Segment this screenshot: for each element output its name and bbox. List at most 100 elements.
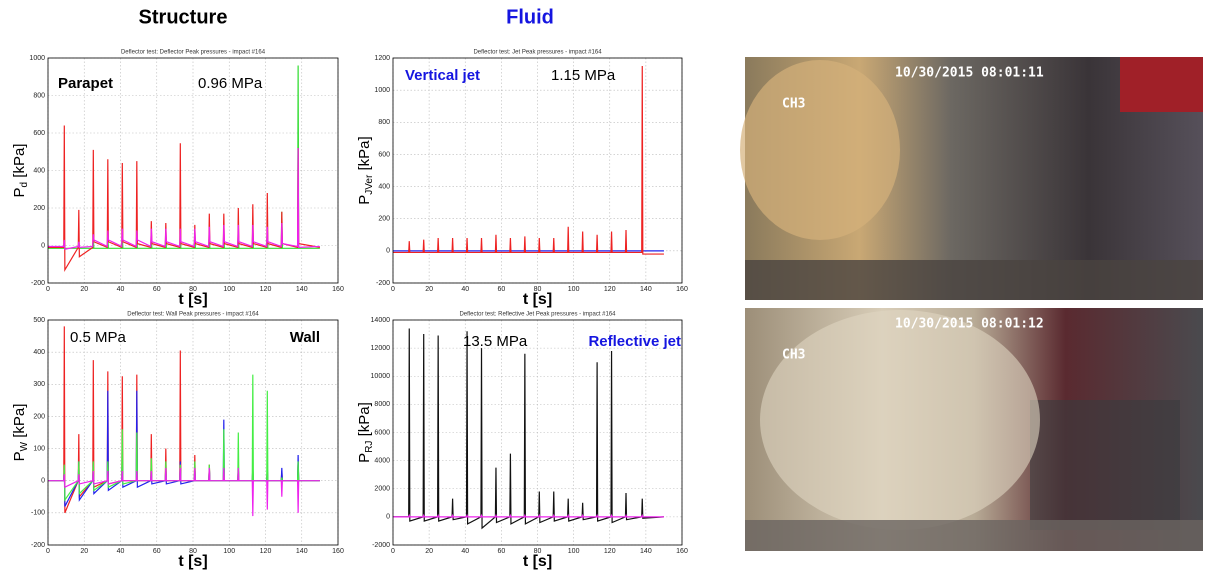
- photo: 10/30/2015 08:01:12 CH3: [745, 308, 1203, 551]
- y-tick-label: 800: [33, 92, 45, 99]
- plot-frame: [47, 319, 339, 546]
- x-tick-label: 160: [332, 286, 344, 293]
- x-tick-label: 120: [604, 548, 616, 555]
- x-tick-label: 40: [461, 548, 469, 555]
- y-axis-label-main: P: [356, 195, 373, 205]
- y-tick-label: 200: [33, 413, 45, 420]
- data-line: [393, 513, 664, 518]
- x-tick-label: 100: [568, 286, 580, 293]
- y-tick-label: 0: [386, 514, 390, 521]
- x-tick-label: 160: [676, 286, 688, 293]
- x-tick-label: 80: [534, 286, 542, 293]
- x-tick-label: 140: [640, 548, 652, 555]
- annotation: Vertical jet: [405, 67, 480, 84]
- x-tick-label: 40: [461, 286, 469, 293]
- y-axis-label-sub: RJ: [364, 441, 375, 453]
- y-tick-label: 0: [41, 242, 45, 249]
- x-axis-label: t [s]: [178, 553, 207, 570]
- x-tick-label: 20: [425, 286, 433, 293]
- x-tick-label: 60: [153, 286, 161, 293]
- photo-channel: CH3: [782, 348, 805, 363]
- x-tick-label: 0: [391, 286, 395, 293]
- x-tick-label: 60: [497, 286, 505, 293]
- y-tick-label: -200: [31, 542, 45, 549]
- y-axis-label: PJVer [kPa]: [356, 136, 375, 204]
- x-axis-label: t [s]: [523, 291, 552, 308]
- annotation: 0.5 MPa: [70, 329, 127, 346]
- y-axis-label: PW [kPa]: [11, 404, 30, 462]
- y-tick-label: 400: [33, 349, 45, 356]
- x-tick-label: 80: [534, 548, 542, 555]
- x-axis-label: t [s]: [523, 553, 552, 570]
- x-tick-label: 100: [223, 548, 235, 555]
- y-tick-label: -2000: [372, 542, 390, 549]
- x-tick-label: 0: [46, 286, 50, 293]
- y-tick-label: 2000: [374, 486, 390, 493]
- y-tick-label: 1000: [29, 55, 45, 62]
- annotation: 0.96 MPa: [198, 75, 263, 92]
- x-tick-label: 120: [260, 548, 272, 555]
- x-tick-label: 160: [676, 548, 688, 555]
- x-tick-label: 0: [391, 548, 395, 555]
- annotation: Parapet: [58, 75, 113, 92]
- y-tick-label: 6000: [374, 429, 390, 436]
- y-tick-label: 10000: [371, 373, 391, 380]
- x-tick-label: 20: [80, 548, 88, 555]
- y-tick-label: 1000: [374, 87, 390, 94]
- x-tick-label: 20: [425, 548, 433, 555]
- x-tick-label: 140: [296, 286, 308, 293]
- x-tick-label: 100: [223, 286, 235, 293]
- data-line: [393, 328, 664, 530]
- y-axis-label-sub: d: [19, 182, 30, 188]
- x-tick-label: 80: [189, 286, 197, 293]
- annotation: 1.15 MPa: [551, 67, 616, 84]
- y-tick-label: 200: [378, 216, 390, 223]
- data-line: [48, 147, 320, 250]
- plot-frame: [392, 57, 683, 284]
- y-tick-label: 200: [33, 205, 45, 212]
- data-line: [48, 467, 320, 517]
- x-tick-label: 60: [153, 548, 161, 555]
- x-axis-label: t [s]: [178, 291, 207, 308]
- x-tick-label: 140: [640, 286, 652, 293]
- y-tick-label: 600: [33, 130, 45, 137]
- y-axis-label-sub: W: [19, 441, 30, 451]
- plot-frame: [47, 57, 339, 284]
- y-axis-label: PRJ [kPa]: [356, 402, 375, 463]
- photo-channel: CH3: [782, 97, 805, 112]
- x-tick-label: 140: [296, 548, 308, 555]
- x-tick-label: 20: [80, 286, 88, 293]
- y-tick-label: 300: [33, 381, 45, 388]
- x-tick-label: 80: [189, 548, 197, 555]
- x-tick-label: 120: [260, 286, 272, 293]
- y-tick-label: 8000: [374, 401, 390, 408]
- photo-timestamp: 10/30/2015 08:01:12: [895, 317, 1044, 332]
- annotation: 13.5 MPa: [463, 333, 528, 350]
- y-tick-label: 400: [33, 167, 45, 174]
- x-tick-label: 40: [117, 548, 125, 555]
- photo-timestamp: 10/30/2015 08:01:11: [895, 66, 1044, 81]
- y-tick-label: 600: [378, 151, 390, 158]
- y-tick-label: 4000: [374, 457, 390, 464]
- y-axis-label-sub: JVer: [364, 174, 375, 195]
- chart-title: Deflector test: Reflective Jet Peak pres…: [459, 312, 616, 318]
- data-line: [393, 66, 664, 255]
- y-tick-label: 500: [33, 317, 45, 324]
- x-tick-label: 120: [604, 286, 616, 293]
- y-axis-label-unit: [kPa]: [356, 402, 373, 440]
- annotation: Wall: [290, 329, 320, 346]
- y-tick-label: -200: [376, 280, 390, 287]
- y-tick-label: 0: [41, 478, 45, 485]
- y-axis-label: Pd [kPa]: [11, 144, 30, 198]
- y-axis-label-unit: [kPa]: [356, 136, 373, 174]
- photo: 10/30/2015 08:01:11 CH3: [740, 57, 1203, 300]
- y-tick-label: 400: [378, 183, 390, 190]
- x-tick-label: 0: [46, 548, 50, 555]
- y-tick-label: -200: [31, 280, 45, 287]
- section-header: Fluid: [506, 6, 554, 28]
- y-tick-label: -100: [31, 510, 45, 517]
- y-axis-label-unit: [kPa]: [11, 144, 28, 182]
- chart-title: Deflector test: Deflector Peak pressures…: [121, 50, 266, 56]
- y-tick-label: 800: [378, 119, 390, 126]
